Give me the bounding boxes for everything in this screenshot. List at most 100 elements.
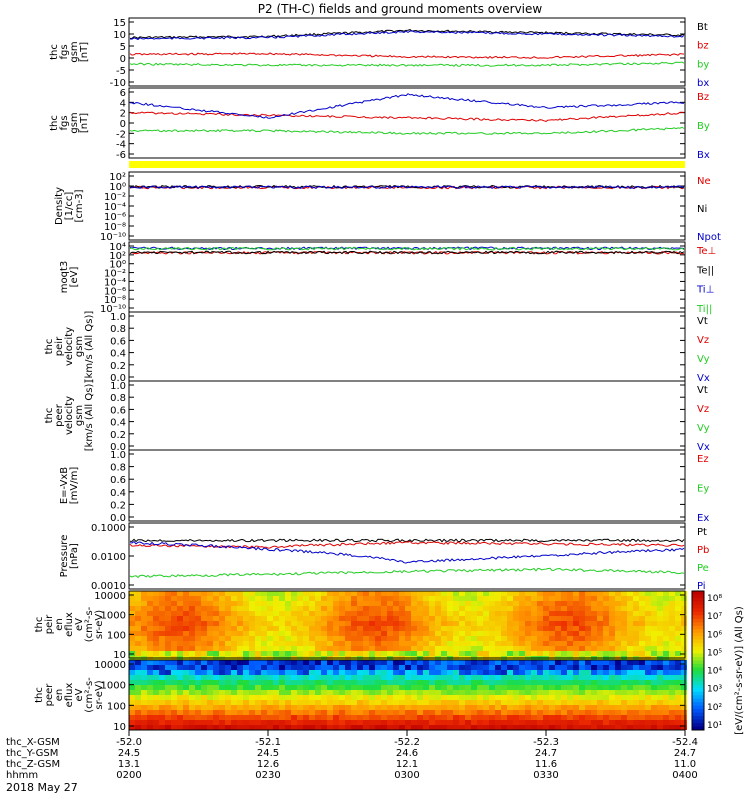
spectrogram-cell [417, 616, 423, 621]
spectrogram-cell [639, 646, 645, 651]
y-tick-label: 100 [107, 701, 126, 712]
spectrogram-cell [501, 591, 507, 596]
spectrogram-cell [297, 646, 303, 651]
spectrogram-cell [207, 720, 213, 725]
spectrogram-cell [681, 725, 687, 730]
spectrogram-cell [549, 720, 555, 725]
spectrogram-cell [201, 690, 207, 695]
spectrogram-cell [189, 710, 195, 715]
spectrogram-cell [459, 690, 465, 695]
spectrogram-cell [351, 675, 357, 680]
spectrogram-cell [243, 631, 249, 636]
spectrogram-cell [513, 695, 519, 700]
spectrogram-cell [357, 660, 363, 665]
spectrogram-cell [501, 621, 507, 626]
spectrogram-cell [339, 621, 345, 626]
spectrogram-cell [159, 626, 165, 631]
spectrogram-cell [183, 616, 189, 621]
spectrogram-cell [249, 715, 255, 720]
spectrogram-cell [363, 715, 369, 720]
spectrogram-cell [405, 636, 411, 641]
spectrogram-cell [297, 651, 303, 656]
spectrogram-cell [381, 611, 387, 616]
spectrogram-cell [609, 665, 615, 670]
spectrogram-cell [483, 631, 489, 636]
spectrogram-cell [357, 665, 363, 670]
spectrogram-cell [333, 705, 339, 710]
spectrogram-cell [669, 646, 675, 651]
spectrogram-cell [375, 720, 381, 725]
spectrogram-cell [615, 646, 621, 651]
spectrogram-cell [519, 670, 525, 675]
spectrogram-cell [603, 680, 609, 685]
spectrogram-cell [621, 725, 627, 730]
spectrogram-cell [651, 695, 657, 700]
spectrogram-cell [573, 626, 579, 631]
y-axis-label: (cm²-s- [84, 606, 95, 642]
spectrogram-cell [639, 660, 645, 665]
spectrogram-cell [297, 695, 303, 700]
spectrogram-cell [465, 651, 471, 656]
colorbar-swatch [692, 674, 704, 679]
spectrogram-cell [267, 641, 273, 646]
spectrogram-cell [141, 591, 147, 596]
spectrogram-cell [213, 660, 219, 665]
spectrogram-cell [513, 705, 519, 710]
spectrogram-cell [219, 710, 225, 715]
spectrogram-cell [543, 665, 549, 670]
spectrogram-cell [447, 636, 453, 641]
spectrogram-cell [351, 601, 357, 606]
spectrogram-cell [291, 695, 297, 700]
spectrogram-cell [291, 616, 297, 621]
spectrogram-cell [453, 616, 459, 621]
spectrogram-cell [399, 591, 405, 596]
spectrogram-cell [525, 725, 531, 730]
spectrogram-cell [549, 641, 555, 646]
spectrogram-cell [447, 606, 453, 611]
spectrogram-cell [651, 665, 657, 670]
spectrogram-cell [681, 670, 687, 675]
spectrogram-cell [141, 596, 147, 601]
spectrogram-cell [549, 670, 555, 675]
spectrogram-cell [183, 700, 189, 705]
spectrogram-cell [279, 715, 285, 720]
spectrogram-cell [453, 725, 459, 730]
spectrogram-cell [453, 695, 459, 700]
spectrogram-cell [357, 601, 363, 606]
status-bar [129, 161, 685, 168]
spectrogram-cell [627, 710, 633, 715]
spectrogram-cell [141, 636, 147, 641]
spectrogram-cell [255, 611, 261, 616]
spectrogram-cell [249, 601, 255, 606]
spectrogram-cell [501, 670, 507, 675]
spectrogram-cell [129, 665, 135, 670]
spectrogram-cell [141, 631, 147, 636]
spectrogram-cell [159, 690, 165, 695]
spectrogram-cell [177, 616, 183, 621]
x-row-label: thc_X-GSM [6, 737, 60, 748]
spectrogram-cell [669, 616, 675, 621]
spectrogram-cell [303, 596, 309, 601]
colorbar-swatch [692, 719, 704, 724]
spectrogram-cell [279, 700, 285, 705]
legend-item: Bt [697, 22, 708, 33]
spectrogram-cell [417, 641, 423, 646]
spectrogram-cell [189, 720, 195, 725]
spectrogram-cell [417, 720, 423, 725]
spectrogram-cell [525, 720, 531, 725]
spectrogram-cell [225, 626, 231, 631]
spectrogram-cell [147, 641, 153, 646]
spectrogram-cell [315, 665, 321, 670]
spectrogram-cell [495, 725, 501, 730]
spectrogram-cell [285, 660, 291, 665]
spectrogram-cell [585, 591, 591, 596]
spectrogram-cell [363, 710, 369, 715]
spectrogram-cell [195, 651, 201, 656]
spectrogram-cell [549, 690, 555, 695]
spectrogram-cell [471, 601, 477, 606]
spectrogram-cell [567, 670, 573, 675]
spectrogram-cell [471, 720, 477, 725]
spectrogram-cell [507, 611, 513, 616]
spectrogram-cell [609, 700, 615, 705]
